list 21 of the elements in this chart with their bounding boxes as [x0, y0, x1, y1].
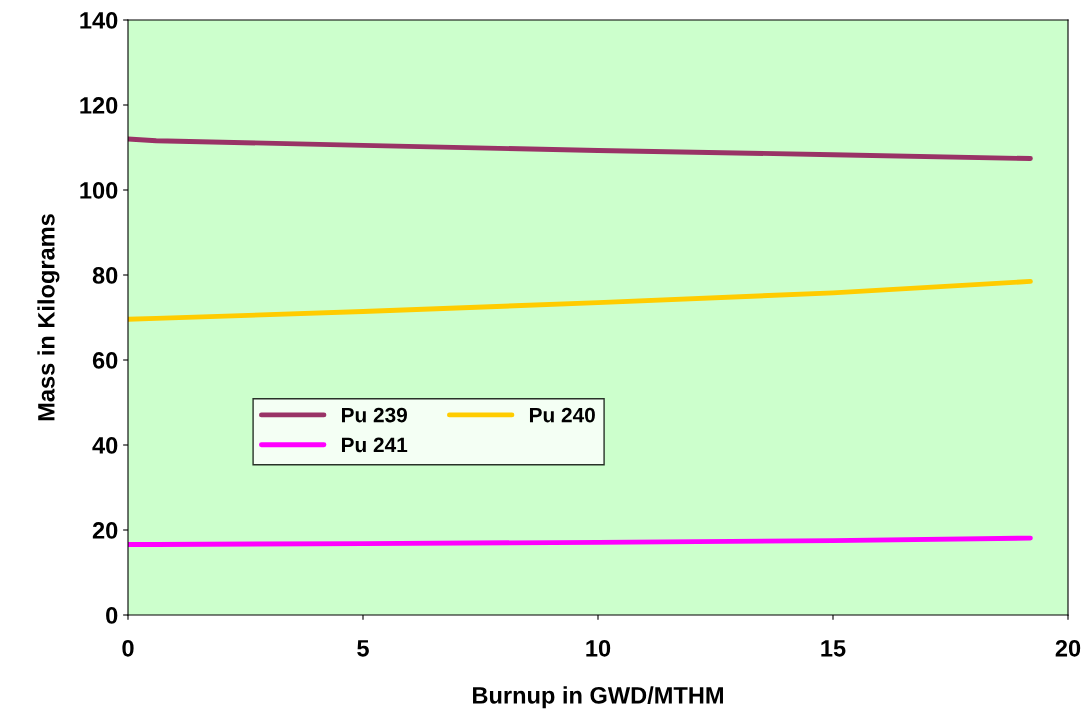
legend-label: Pu 240 [529, 407, 595, 423]
y-tick-label: 140 [80, 12, 118, 29]
x-tick-label: 20 [1055, 639, 1081, 657]
x-tick-label: 15 [821, 640, 846, 657]
x-tick-label: 0 [122, 639, 134, 657]
line-series [128, 136, 1033, 161]
x-axis-title: Burnup in GWD/MTHM [473, 686, 723, 709]
y-tick-label: 100 [80, 182, 118, 199]
y-tick-label: 60 [92, 352, 118, 369]
y-tick-label: 120 [80, 97, 118, 114]
y-tick-label: 0 [106, 607, 118, 624]
line-series [128, 535, 1033, 547]
x-tick-label: 10 [586, 639, 611, 657]
y-tick-label: 40 [92, 437, 118, 454]
y-axis-title: Mass in Kilograms [37, 214, 60, 421]
legend-label: Pu 241 [341, 437, 408, 453]
y-tick-label: 80 [92, 267, 118, 284]
legend-label: Pu 239 [341, 407, 407, 423]
x-tick-label: 5 [357, 640, 369, 657]
line-series [128, 278, 1033, 322]
y-tick-label: 20 [92, 522, 118, 539]
